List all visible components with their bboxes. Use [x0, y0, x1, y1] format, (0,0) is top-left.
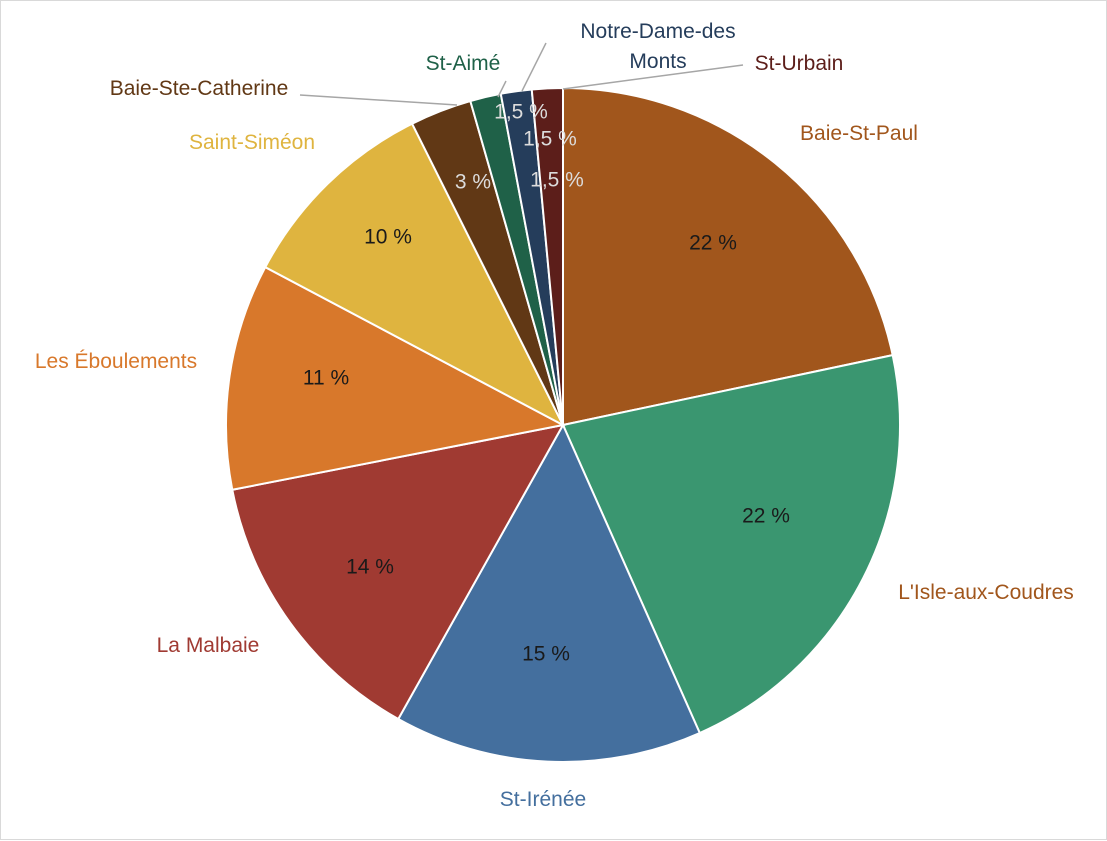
category-label: L'Isle-aux-Coudres: [898, 581, 1074, 604]
pie-slice: [396, 422, 702, 763]
category-label: La Malbaie: [157, 634, 260, 657]
pie-slice: [561, 353, 901, 735]
category-label: St-Irénée: [500, 788, 586, 811]
category-label: Baie-Ste-Catherine: [110, 77, 289, 100]
pie-slice: [225, 265, 566, 491]
category-label: Notre-Dame-des Monts: [580, 20, 735, 73]
category-labels: Baie-St-Paul L'Isle-aux-Coudres St-Irénée L…: [35, 20, 1074, 811]
leader-line: [562, 64, 744, 90]
category-label: St-Urbain: [755, 52, 844, 75]
pie-slice: [562, 86, 894, 427]
value-label: 3 %: [455, 171, 491, 194]
value-label: 15 %: [522, 643, 570, 666]
slices-layer: [225, 86, 901, 763]
leader-line: [497, 80, 507, 98]
value-labels: 22 % 22 % 15 % 14 % 11 % 10 % 3 % 1,5 % 1,5 % 1,5…: [303, 101, 790, 666]
category-label: Les Éboulements: [35, 350, 197, 373]
value-label: 11 %: [303, 367, 349, 390]
pie-slice: [530, 86, 564, 426]
value-label: 10 %: [364, 226, 412, 249]
category-label: Baie-St-Paul: [800, 122, 918, 145]
category-label: Saint-Siméon: [189, 131, 315, 154]
value-label: 22 %: [689, 232, 737, 255]
value-label: 1,5 %: [530, 169, 584, 192]
value-label: 1,5 %: [523, 128, 577, 151]
value-label: 22 %: [742, 505, 790, 528]
value-label: 14 %: [346, 556, 394, 579]
leader-line: [521, 42, 547, 92]
leader-line: [299, 94, 458, 106]
value-label: 1,5 %: [494, 101, 548, 124]
category-label: St-Aimé: [426, 52, 501, 75]
pie-slice: [231, 423, 565, 721]
leader-lines: [299, 42, 744, 106]
pie-slice: [263, 122, 566, 428]
